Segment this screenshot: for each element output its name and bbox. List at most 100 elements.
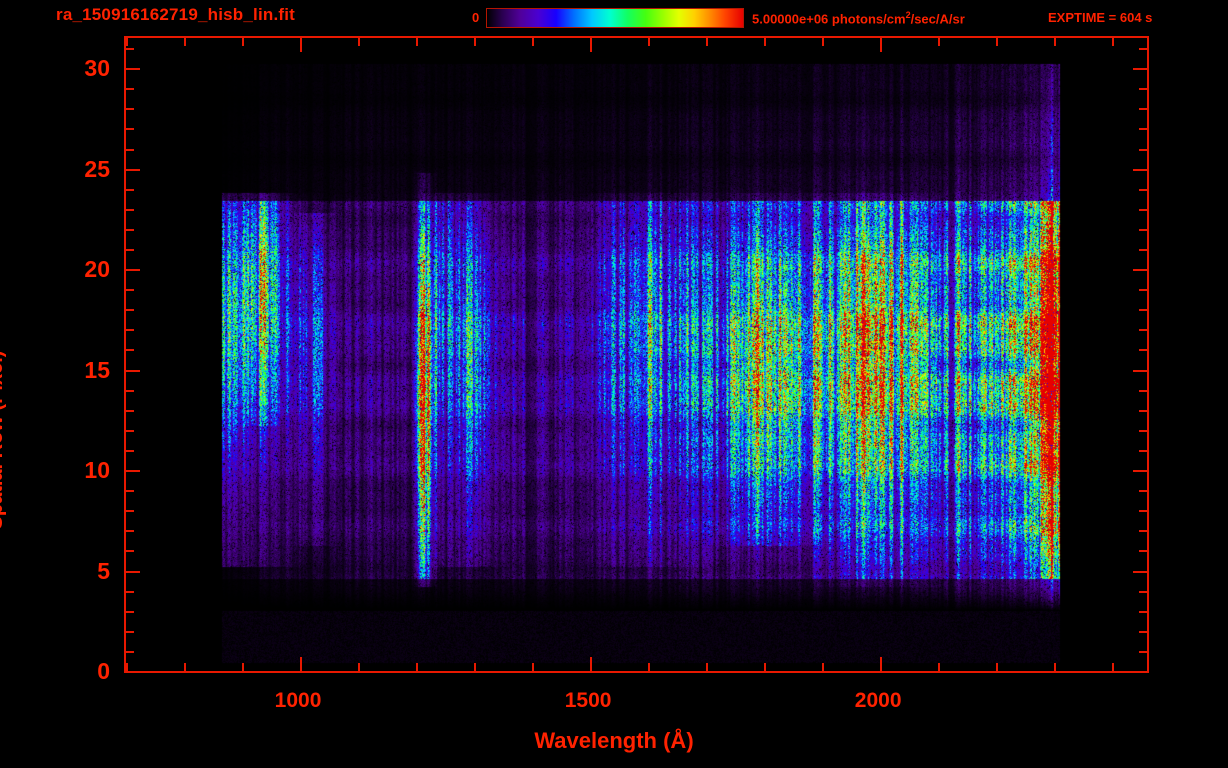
axis-tick — [706, 38, 709, 46]
axis-tick — [184, 663, 186, 671]
y-tick-label: 15 — [84, 356, 110, 383]
axis-tick — [126, 409, 134, 412]
axis-tick — [126, 490, 134, 493]
axis-tick — [126, 470, 140, 473]
axis-tick — [1133, 68, 1147, 71]
x-tick-label: 2000 — [854, 689, 902, 712]
plot-frame — [124, 36, 1149, 673]
axis-tick — [1139, 429, 1147, 432]
axis-tick — [1139, 108, 1147, 111]
axis-tick — [126, 88, 134, 91]
axis-tick — [1139, 409, 1147, 412]
axis-tick — [822, 663, 825, 671]
axis-tick — [648, 38, 651, 46]
axis-tick — [1054, 38, 1057, 46]
axis-tick — [1133, 671, 1147, 673]
axis-tick — [1139, 228, 1147, 231]
axis-tick — [822, 38, 825, 46]
x-tick-label: 1000 — [274, 689, 322, 712]
exptime-label: EXPTIME = 604 s — [1048, 10, 1153, 25]
axis-tick — [1112, 38, 1115, 46]
axis-tick — [126, 369, 140, 372]
axis-tick — [126, 329, 134, 332]
axis-tick — [126, 429, 134, 432]
axis-tick — [1139, 148, 1147, 151]
axis-tick — [880, 38, 883, 52]
axis-tick — [1139, 249, 1147, 251]
axis-tick — [126, 48, 134, 51]
axis-tick — [126, 38, 128, 46]
axis-tick — [126, 510, 134, 513]
axis-tick — [126, 349, 134, 352]
axis-tick — [300, 38, 303, 52]
axis-tick — [1139, 449, 1147, 452]
axis-tick — [358, 38, 361, 46]
axis-tick — [126, 188, 134, 191]
axis-tick — [1139, 309, 1147, 312]
axis-tick — [1139, 610, 1147, 613]
y-tick-label: 25 — [84, 155, 110, 182]
y-tick-label: 0 — [97, 658, 110, 684]
axis-tick — [1054, 663, 1057, 671]
axis-tick — [996, 663, 999, 671]
colorbar-max-value: 5.00000e+06 — [752, 11, 829, 27]
axis-tick — [126, 228, 134, 231]
axis-tick — [416, 38, 419, 46]
axis-tick — [1112, 663, 1115, 671]
axis-tick — [996, 38, 999, 46]
axis-tick — [532, 663, 535, 671]
axis-tick — [474, 38, 477, 46]
axis-tick — [126, 108, 134, 111]
axis-tick — [474, 663, 477, 671]
axis-tick — [1139, 510, 1147, 513]
axis-tick — [126, 590, 134, 593]
y-tick-label: 30 — [84, 55, 110, 82]
axis-tick — [764, 663, 767, 671]
axis-tick — [1139, 188, 1147, 191]
axis-tick — [1133, 470, 1147, 473]
axis-tick — [126, 530, 134, 533]
axis-tick — [1139, 530, 1147, 533]
axis-tick — [126, 168, 140, 171]
axis-tick — [1139, 289, 1147, 292]
axis-tick — [126, 630, 134, 633]
axis-tick — [126, 289, 134, 292]
axis-tick — [126, 269, 140, 272]
axis-tick — [126, 663, 128, 671]
spectrogram-image — [126, 38, 1147, 671]
axis-tick — [126, 309, 134, 312]
colorbar-max-label: 5.00000e+06 photons/cm2/sec/A/sr — [752, 10, 965, 26]
axis-tick — [590, 657, 593, 671]
axis-tick — [126, 389, 134, 392]
axis-tick — [126, 671, 140, 673]
axis-tick — [938, 38, 941, 46]
y-axis-title: Spatial Row (Pixel) — [0, 350, 7, 530]
axis-tick — [358, 663, 361, 671]
axis-tick — [1139, 208, 1147, 211]
axis-tick — [590, 38, 593, 52]
y-tick-label: 10 — [84, 457, 110, 484]
axis-tick — [126, 68, 140, 71]
axis-tick — [126, 449, 134, 452]
x-axis-title: Wavelength (Å) — [534, 728, 694, 753]
axis-tick — [1133, 570, 1147, 573]
axis-tick — [1139, 590, 1147, 593]
axis-tick — [938, 663, 941, 671]
axis-tick — [242, 38, 245, 46]
axis-tick — [1133, 168, 1147, 171]
y-tick-label: 5 — [97, 557, 110, 584]
axis-tick — [706, 663, 709, 671]
axis-tick — [126, 249, 134, 251]
colorbar-units-pre: photons/cm — [828, 11, 906, 27]
axis-tick — [184, 38, 186, 46]
axis-tick — [1139, 88, 1147, 91]
colorbar-units-exponent: 2 — [905, 10, 911, 20]
colorbar-units-post: /sec/A/sr — [910, 11, 965, 27]
axis-tick — [126, 650, 134, 653]
axis-tick — [1139, 490, 1147, 493]
axis-tick — [1139, 349, 1147, 352]
axis-tick — [1133, 269, 1147, 272]
x-tick-label: 1500 — [564, 689, 612, 712]
axis-tick — [764, 38, 767, 46]
